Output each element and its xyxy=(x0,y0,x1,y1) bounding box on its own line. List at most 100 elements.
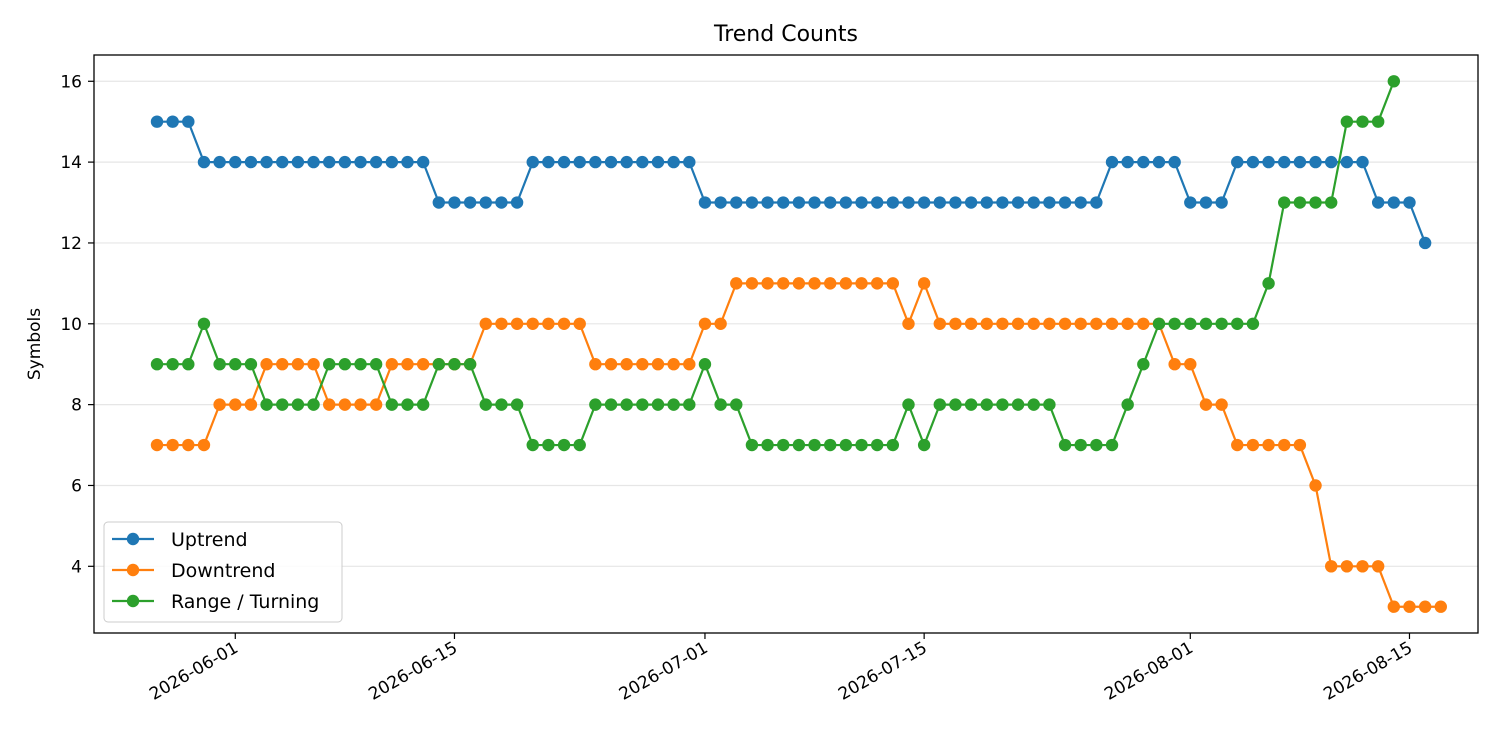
data-point xyxy=(166,358,179,371)
data-point xyxy=(1011,317,1025,330)
data-point xyxy=(917,438,931,452)
data-point xyxy=(463,358,477,371)
data-point xyxy=(996,398,1009,411)
data-point xyxy=(636,155,649,169)
data-point xyxy=(808,196,821,209)
data-point xyxy=(385,155,399,169)
data-point xyxy=(244,155,258,169)
data-point xyxy=(980,317,993,330)
data-point xyxy=(1043,196,1056,209)
data-point xyxy=(150,358,164,371)
data-point xyxy=(526,438,539,452)
y-axis-ticks: 4 6 8 10 12 14 16 xyxy=(60,72,94,577)
data-point xyxy=(495,317,508,330)
data-point xyxy=(495,398,508,411)
data-point xyxy=(557,438,571,452)
data-point xyxy=(1152,155,1166,169)
data-point xyxy=(667,398,680,411)
data-point xyxy=(1387,600,1401,613)
data-point xyxy=(479,398,492,411)
data-point xyxy=(620,398,633,411)
data-point xyxy=(1246,317,1260,330)
data-point xyxy=(745,196,759,209)
data-point xyxy=(980,196,993,209)
data-point xyxy=(1231,317,1244,330)
data-point xyxy=(1058,317,1072,330)
data-point xyxy=(557,317,571,330)
data-point xyxy=(323,398,336,411)
data-point xyxy=(510,196,524,209)
data-point xyxy=(1027,317,1040,330)
data-point xyxy=(589,155,602,169)
data-point xyxy=(1090,196,1103,209)
data-point xyxy=(839,277,853,290)
data-point xyxy=(1387,196,1401,209)
data-point xyxy=(416,398,430,411)
data-point xyxy=(996,317,1009,330)
data-point xyxy=(354,155,367,169)
data-point xyxy=(260,155,273,169)
data-point xyxy=(1011,398,1025,411)
data-point xyxy=(1356,155,1369,169)
data-point xyxy=(1403,196,1416,209)
data-point xyxy=(745,438,759,452)
data-point xyxy=(1371,115,1385,128)
data-point xyxy=(1184,317,1197,330)
data-point xyxy=(448,358,461,371)
data-point xyxy=(479,196,492,209)
data-point xyxy=(401,398,414,411)
data-point xyxy=(479,317,492,330)
data-point xyxy=(1215,196,1228,209)
data-point xyxy=(1278,196,1291,209)
data-point xyxy=(542,317,555,330)
data-point xyxy=(369,358,383,371)
data-point xyxy=(1340,560,1354,573)
data-point xyxy=(291,155,305,169)
data-point xyxy=(730,398,743,411)
data-point xyxy=(182,358,195,371)
data-point xyxy=(1309,479,1322,492)
data-point xyxy=(291,358,305,371)
data-point xyxy=(291,398,305,411)
data-point xyxy=(526,317,539,330)
data-point xyxy=(1168,155,1181,169)
data-point xyxy=(808,277,821,290)
data-point xyxy=(808,438,821,452)
plot-frame xyxy=(93,54,1479,634)
data-point xyxy=(385,398,399,411)
data-point xyxy=(839,196,853,209)
y-axis-label: Symbols xyxy=(25,308,45,380)
data-point xyxy=(1105,155,1119,169)
data-point xyxy=(573,317,586,330)
data-point xyxy=(1168,358,1181,371)
data-point xyxy=(1058,438,1072,452)
data-point xyxy=(839,438,853,452)
data-point xyxy=(730,196,743,209)
data-point xyxy=(1356,560,1369,573)
data-point xyxy=(229,358,242,371)
legend-label: Downtrend xyxy=(171,560,275,582)
series-range-turning xyxy=(150,75,1401,452)
y-tick-label: 6 xyxy=(71,476,82,496)
data-point xyxy=(604,358,618,371)
data-point xyxy=(714,317,727,330)
data-point xyxy=(1090,438,1103,452)
data-point xyxy=(1011,196,1025,209)
data-point xyxy=(542,155,555,169)
data-point xyxy=(1121,398,1134,411)
series-layer xyxy=(150,75,1447,613)
data-point xyxy=(432,358,446,371)
data-point xyxy=(213,155,226,169)
data-point xyxy=(1403,600,1416,613)
data-point xyxy=(1325,560,1338,573)
data-point xyxy=(1231,438,1244,452)
data-point xyxy=(870,196,884,209)
data-point xyxy=(683,398,696,411)
data-point xyxy=(683,358,696,371)
data-point xyxy=(1262,277,1275,290)
data-point xyxy=(385,358,399,371)
data-point xyxy=(886,277,900,290)
data-point xyxy=(730,277,743,290)
data-point xyxy=(401,358,414,371)
legend-label: Uptrend xyxy=(171,529,248,551)
